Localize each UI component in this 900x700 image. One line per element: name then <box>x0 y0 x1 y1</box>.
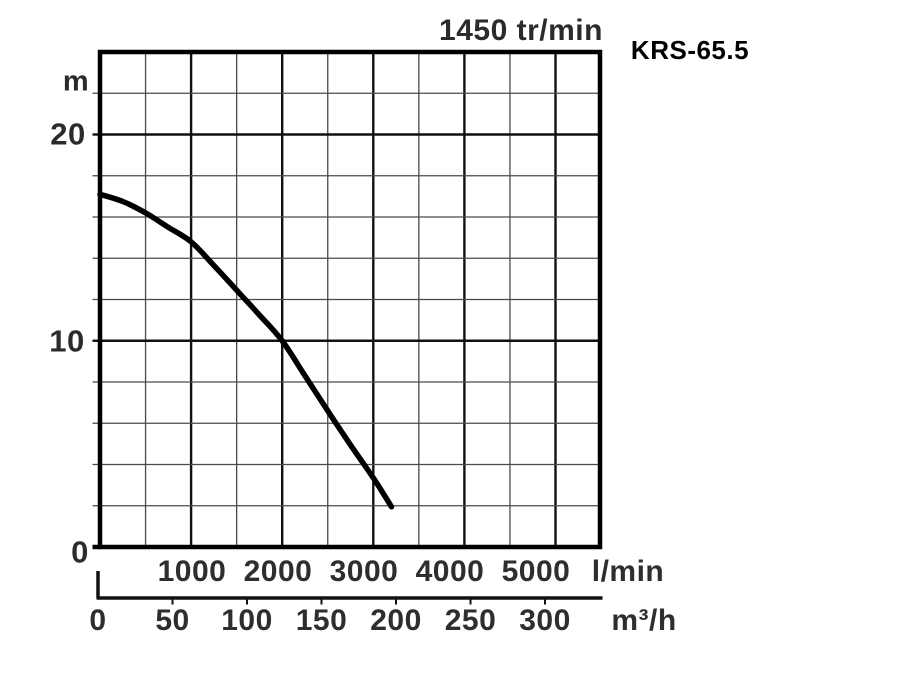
lmin-tick-label: 3000 <box>329 555 399 588</box>
plot-border <box>97 49 603 550</box>
y-axis-unit-label: m <box>62 65 90 98</box>
model-title: KRS-65.5 <box>630 35 750 65</box>
lmin-tick-label: 1000 <box>157 555 227 588</box>
speed-title: 1450 tr/min <box>439 14 603 47</box>
m3h-tick-label: 0 <box>89 604 107 637</box>
m3h-tick-label: 150 <box>295 604 348 637</box>
y-tick-label: 0 <box>71 534 89 570</box>
m3h-tick-label: 200 <box>370 604 422 637</box>
m3h-tick-label: 250 <box>444 604 497 637</box>
m3h-axis-unit-label: m³/h <box>611 604 677 637</box>
y-tick-label: 20 <box>50 116 86 152</box>
lmin-axis-unit-label: l/min <box>591 555 665 588</box>
y-tick-label: 10 <box>49 323 85 358</box>
m3h-tick-label: 300 <box>519 604 571 637</box>
m3h-tick-label: 50 <box>155 604 190 637</box>
head-curve <box>97 191 395 510</box>
lmin-tick-label: 4000 <box>415 555 485 588</box>
lmin-tick-label: 5000 <box>501 555 571 588</box>
m3h-tick-label: 100 <box>221 604 273 637</box>
lmin-tick-label: 2000 <box>243 555 313 588</box>
